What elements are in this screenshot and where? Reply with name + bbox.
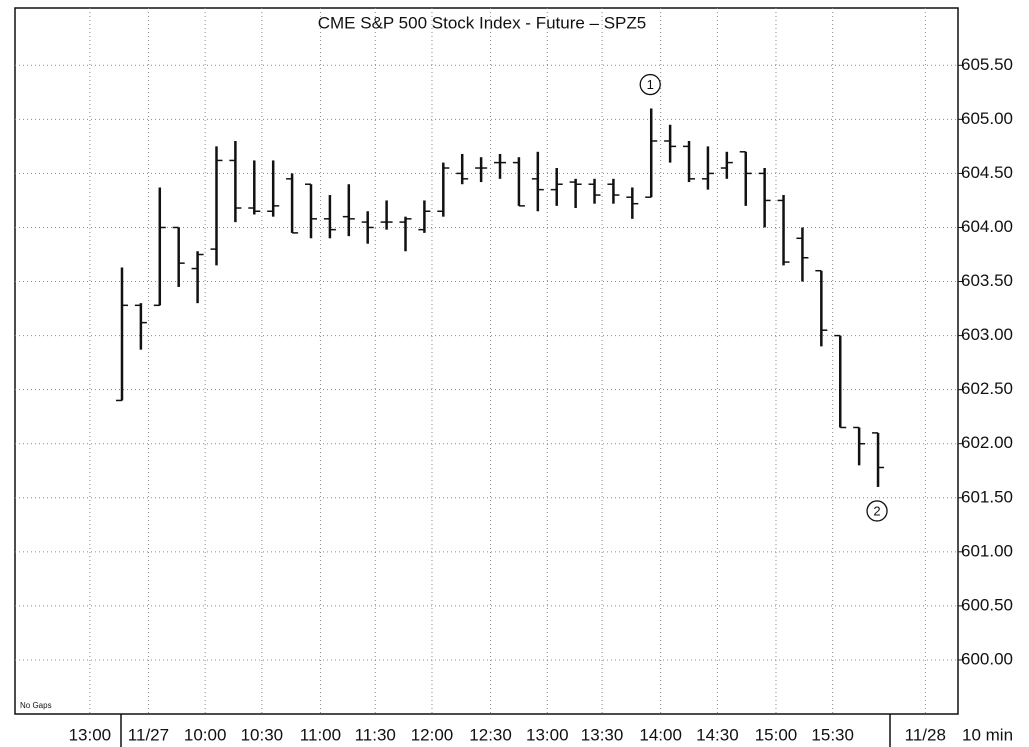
y-tick-label: 602.00	[961, 433, 1013, 452]
x-tick-label: 13:00	[69, 725, 112, 744]
x-tick-label: 12:30	[469, 725, 512, 744]
x-tick-label: 15:30	[811, 725, 854, 744]
x-tick-label: 10:30	[241, 725, 284, 744]
x-tick-label: 12:00	[411, 725, 454, 744]
x-tick-label: 13:30	[581, 725, 624, 744]
y-tick-label: 605.00	[961, 109, 1013, 128]
note: No Gaps	[20, 701, 52, 710]
y-tick-label: 603.50	[961, 271, 1013, 290]
annotation-circle	[639, 73, 661, 96]
x-tick-label: 11:00	[300, 725, 341, 744]
x-tick-label: 14:30	[696, 725, 739, 744]
y-tick-label: 600.00	[961, 649, 1013, 668]
x-tick-label: 13:00	[526, 725, 569, 744]
y-tick-label: 603.00	[961, 325, 1013, 344]
x-tick-label: 14:00	[639, 725, 682, 744]
y-tick-label: 604.50	[961, 163, 1013, 182]
annotation: 1	[647, 77, 654, 92]
x-tick-label: 11:30	[355, 725, 396, 744]
y-tick-label: 604.00	[961, 217, 1013, 236]
plot-frame	[14, 7, 959, 715]
annotation-circle	[866, 500, 888, 522]
annotation: 2	[873, 503, 880, 518]
x-tick-label: 10:00	[184, 725, 227, 744]
chart-title: CME S&P 500 Stock Index - Future – SPZ5	[318, 13, 647, 32]
y-tick-label: 605.50	[961, 55, 1013, 74]
y-tick-label: 601.00	[961, 541, 1013, 560]
interval-label: 10 min	[962, 725, 1013, 744]
y-tick-label: 601.50	[961, 487, 1013, 506]
x-tick-label: 11/27	[128, 725, 169, 744]
x-tick-label: 15:00	[755, 725, 798, 744]
x-tick-label: 11/28	[905, 725, 946, 744]
y-tick-label: 602.50	[961, 379, 1013, 398]
y-tick-label: 600.50	[961, 595, 1013, 614]
